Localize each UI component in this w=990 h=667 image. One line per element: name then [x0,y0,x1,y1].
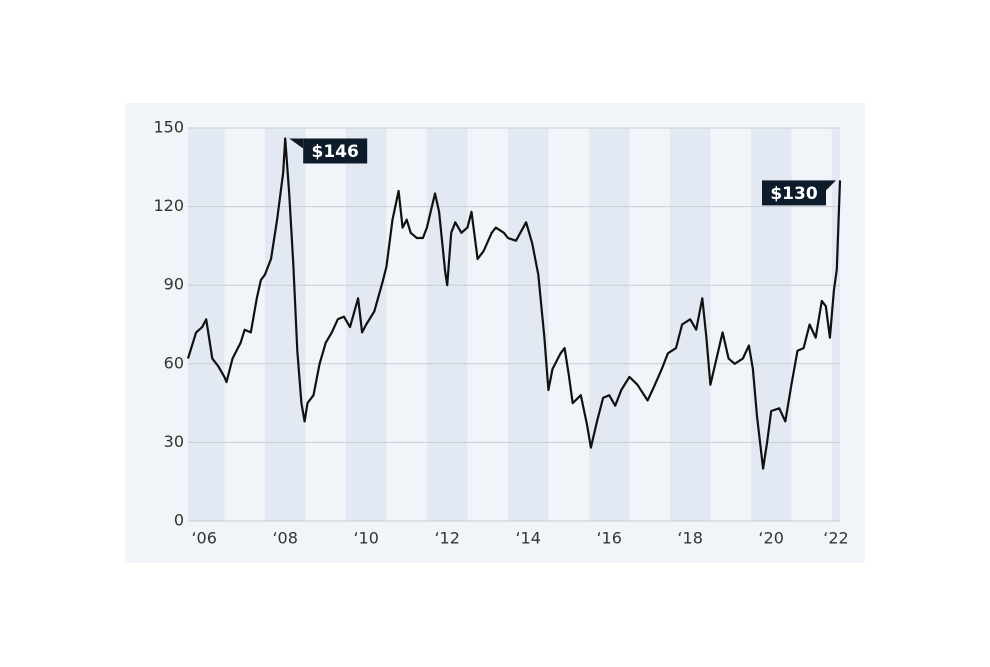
annotation-label: $146 [312,142,359,162]
annotation: $130 [762,180,836,206]
y-tick-label: 0 [174,511,184,530]
y-tick-label: 90 [164,275,184,294]
x-tick-label: ‘12 [434,529,459,548]
annotation-box [762,180,826,206]
annotation-label: $130 [770,184,817,204]
annotation-pointer [289,138,304,149]
y-tick-label: 30 [164,432,184,451]
year-band [831,128,840,521]
price-line [186,137,842,470]
x-tick-label: ‘10 [353,529,378,548]
y-tick-label: 60 [164,353,184,372]
y-tick-label: 150 [153,118,184,137]
x-tick-label: ‘20 [758,529,783,548]
year-band [669,128,711,521]
year-band [507,128,549,521]
year-band [588,128,630,521]
annotation-box [303,138,368,164]
x-tick-label: ‘18 [677,529,702,548]
x-tick-label: ‘16 [596,529,621,548]
year-band [264,128,306,521]
year-band [426,128,468,521]
y-tick-label: 120 [153,196,184,215]
x-tick-label: ‘14 [515,529,540,548]
annotation-pointer [826,180,836,191]
x-tick-label: ‘08 [272,529,297,548]
x-tick-label: ‘06 [191,529,216,548]
annotation: $146 [289,138,368,164]
chart-panel [125,103,865,563]
x-tick-label: ‘22 [823,529,848,548]
